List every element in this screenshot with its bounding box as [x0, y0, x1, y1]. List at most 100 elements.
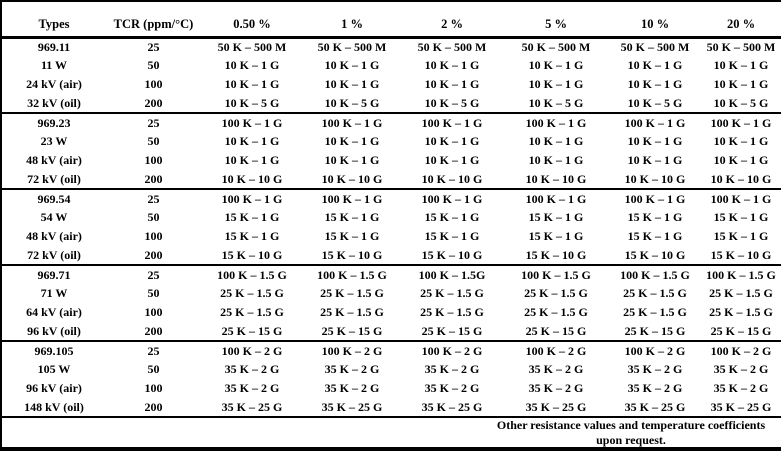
range-cell: 10 K – 1 G: [713, 153, 769, 167]
table-row: 969.23 25 100 K – 1 G 100 K – 1 G 100 K – 1 …: [1, 112, 781, 132]
range-cell: 100 K – 2 G: [503, 340, 609, 360]
type-cell: 969.23: [1, 112, 106, 132]
range-cell: 15 K – 1 G: [324, 229, 380, 243]
type-cell: 969.105: [1, 340, 106, 360]
tcr-cell: 50: [147, 362, 160, 376]
range-cell: 100 K – 1.5 G: [609, 264, 701, 284]
range-cell: 15 K – 1 G: [627, 229, 683, 243]
table-row: 32 kV (oil) 200 10 K – 5 G 10 K – 5 G 10 K –…: [1, 94, 781, 113]
range-cell: 100 K – 1 G: [701, 112, 781, 132]
range-cell: 25 K – 1.5 G: [320, 305, 384, 319]
range-cell: 100 K – 1 G: [503, 112, 609, 132]
footer-cell: Other resistance values and temperature …: [1, 416, 781, 449]
table-row: 969.105 25 100 K – 2 G 100 K – 2 G 100 K – 2…: [1, 340, 781, 360]
range-cell: 100 K – 1 G: [201, 112, 303, 132]
range-cell: 10 K – 1 G: [528, 77, 584, 91]
range-cell: 50 K – 500 M: [303, 36, 401, 56]
range-cell: 10 K – 10 G: [421, 171, 483, 186]
range-cell: 35 K – 25 G: [710, 399, 772, 414]
range-cell: 25 K – 1.5 G: [623, 305, 687, 319]
range-cell: 15 K – 1 G: [627, 210, 683, 224]
spec-group-0: 969.11 25 50 K – 500 M 50 K – 500 M 50 K – 5…: [1, 36, 781, 113]
range-cell: 100 K – 1.5 G: [201, 264, 303, 284]
range-cell: 25 K – 1.5 G: [524, 305, 588, 319]
range-cell: 35 K – 25 G: [321, 399, 383, 414]
range-cell: 10 K – 1 G: [627, 134, 683, 148]
spec-group-1: 969.23 25 100 K – 1 G 100 K – 1 G 100 K – 1 …: [1, 112, 781, 189]
range-cell: 25 K – 1.5 G: [320, 286, 384, 300]
tcr-cell: 50: [147, 286, 160, 300]
range-cell: 10 K – 1 G: [528, 58, 584, 72]
range-cell: 25 K – 1.5 G: [420, 286, 484, 300]
range-cell: 10 K – 5 G: [324, 95, 380, 110]
range-cell: 35 K – 25 G: [421, 399, 483, 414]
range-cell: 15 K – 10 G: [710, 247, 772, 262]
tcr-cell: 200: [144, 399, 163, 414]
type-cell: 105 W: [37, 362, 71, 376]
table-row: 24 kV (air) 100 10 K – 1 G 10 K – 1 G 10 K –…: [1, 75, 781, 94]
range-cell: 25 K – 15 G: [710, 323, 772, 338]
tcr-cell: 25: [106, 36, 201, 56]
table-row: 96 kV (air) 100 35 K – 2 G 35 K – 2 G 35 K –…: [1, 379, 781, 398]
tcr-cell: 50: [147, 134, 160, 148]
range-cell: 35 K – 2 G: [627, 362, 683, 376]
type-cell: 48 kV (air): [26, 153, 82, 167]
range-cell: 35 K – 25 G: [221, 399, 283, 414]
range-cell: 50 K – 500 M: [609, 36, 701, 56]
range-cell: 35 K – 2 G: [713, 381, 769, 395]
range-cell: 50 K – 500 M: [503, 36, 609, 56]
range-cell: 35 K – 2 G: [713, 362, 769, 376]
tcr-cell: 200: [144, 95, 163, 110]
range-cell: 10 K – 10 G: [624, 171, 686, 186]
range-cell: 35 K – 25 G: [624, 399, 686, 414]
range-cell: 15 K – 10 G: [421, 247, 483, 262]
range-cell: 15 K – 10 G: [624, 247, 686, 262]
range-cell: 100 K – 1 G: [503, 188, 609, 208]
range-cell: 10 K – 1 G: [713, 134, 769, 148]
range-cell: 15 K – 1 G: [224, 229, 280, 243]
tcr-cell: 25: [106, 340, 201, 360]
col-header-tol-0-50: 0.50 %: [201, 1, 303, 39]
range-cell: 35 K – 25 G: [525, 399, 587, 414]
range-cell: 25 K – 1.5 G: [220, 286, 284, 300]
range-cell: 10 K – 1 G: [627, 77, 683, 91]
type-cell: 148 kV (oil): [24, 399, 84, 414]
spec-group-3: 969.71 25 100 K – 1.5 G 100 K – 1.5 G 100 K …: [1, 264, 781, 341]
tcr-cell: 100: [144, 381, 163, 395]
footer-note-line1: Other resistance values and temperature …: [496, 418, 766, 432]
range-cell: 25 K – 15 G: [624, 323, 686, 338]
range-cell: 10 K – 10 G: [221, 171, 283, 186]
table-row: 54 W 50 15 K – 1 G 15 K – 1 G 15 K – 1 G 15 K…: [1, 208, 781, 227]
header-row: Types TCR (ppm/°C) 0.50 % 1 % 2 % 5 % 10…: [1, 1, 781, 39]
range-cell: 35 K – 2 G: [224, 381, 280, 395]
range-cell: 10 K – 10 G: [525, 171, 587, 186]
col-header-tol-1: 1 %: [303, 1, 401, 39]
range-cell: 25 K – 15 G: [525, 323, 587, 338]
table-row: 105 W 50 35 K – 2 G 35 K – 2 G 35 K – 2 G 35 …: [1, 360, 781, 379]
range-cell: 35 K – 2 G: [528, 362, 584, 376]
range-cell: 10 K – 5 G: [424, 95, 480, 110]
range-cell: 10 K – 1 G: [713, 77, 769, 91]
range-cell: 15 K – 1 G: [528, 210, 584, 224]
range-cell: 100 K – 1 G: [401, 112, 503, 132]
range-cell: 10 K – 1 G: [627, 153, 683, 167]
range-cell: 100 K – 1 G: [609, 112, 701, 132]
range-cell: 15 K – 1 G: [424, 229, 480, 243]
range-cell: 100 K – 1.5 G: [701, 264, 781, 284]
range-cell: 35 K – 2 G: [627, 381, 683, 395]
table-row: 71 W 50 25 K – 1.5 G 25 K – 1.5 G 25 K – 1.5…: [1, 284, 781, 303]
spec-group-4: 969.105 25 100 K – 2 G 100 K – 2 G 100 K – 2…: [1, 340, 781, 417]
col-header-types: Types: [1, 1, 106, 39]
col-header-tol-10: 10 %: [609, 1, 701, 39]
range-cell: 15 K – 1 G: [713, 229, 769, 243]
spec-group-2: 969.54 25 100 K – 1 G 100 K – 1 G 100 K – 1 …: [1, 188, 781, 265]
col-header-tcr: TCR (ppm/°C): [106, 1, 201, 39]
table-row: 48 kV (air) 100 15 K – 1 G 15 K – 1 G 15 K –…: [1, 227, 781, 246]
range-cell: 10 K – 1 G: [627, 58, 683, 72]
range-cell: 100 K – 2 G: [609, 340, 701, 360]
range-cell: 10 K – 5 G: [713, 95, 769, 110]
range-cell: 100 K – 2 G: [303, 340, 401, 360]
range-cell: 25 K – 1.5 G: [220, 305, 284, 319]
range-cell: 10 K – 1 G: [713, 58, 769, 72]
